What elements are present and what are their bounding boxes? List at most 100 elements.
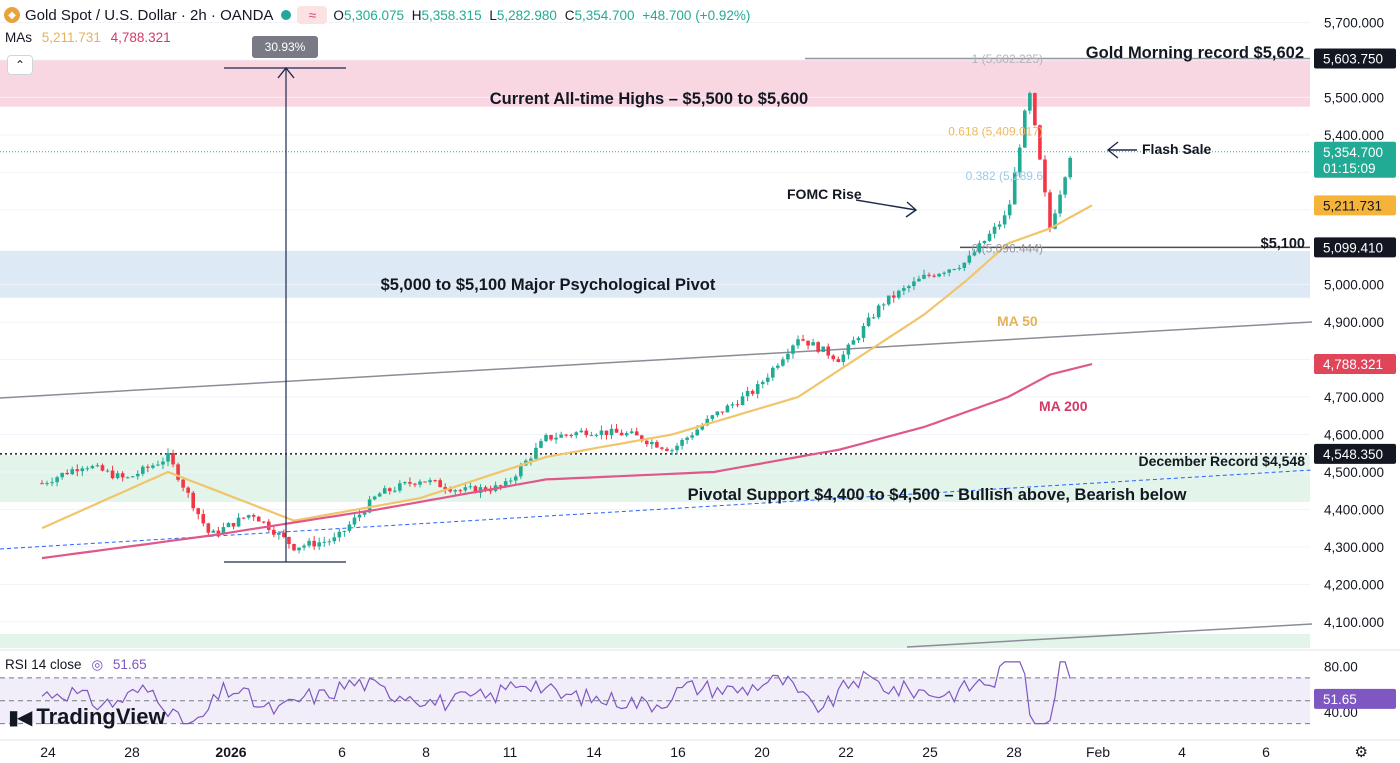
close-value: 5,354.700: [574, 7, 635, 23]
candle: [771, 367, 775, 378]
candle: [1012, 172, 1017, 205]
candle: [1023, 110, 1027, 148]
candle: [624, 433, 629, 436]
candle: [781, 359, 785, 366]
rsi-value-label: 51.65: [1323, 692, 1357, 707]
candle: [952, 269, 957, 271]
candle: [181, 479, 185, 488]
candle: [236, 517, 241, 527]
price-label: 5,099.410: [1323, 240, 1383, 255]
candle: [201, 514, 206, 524]
candle: [634, 431, 639, 436]
candle: [650, 442, 654, 445]
candle: [448, 489, 453, 492]
candle: [574, 432, 579, 436]
chevron-up-icon: ⌃: [14, 58, 26, 72]
y-tick-label: 5,400.000: [1324, 128, 1384, 143]
candle: [584, 430, 589, 436]
high-label: H: [411, 7, 422, 23]
candle: [871, 317, 876, 319]
candle: [438, 480, 442, 488]
collapse-legend-button[interactable]: ⌃: [7, 55, 33, 75]
tradingview-logo[interactable]: ▮◀ TradingView: [8, 704, 166, 730]
candle: [141, 466, 145, 474]
ma50-line: [41, 204, 1093, 530]
candle: [317, 542, 321, 547]
candle: [665, 448, 669, 451]
candle: [604, 430, 609, 436]
candle: [70, 469, 75, 475]
candle: [831, 355, 836, 360]
compare-wave-icon[interactable]: ≈: [297, 6, 328, 24]
lower-band-zone: [0, 634, 1310, 648]
candle: [1028, 93, 1032, 111]
candle: [176, 464, 180, 480]
candle: [352, 517, 357, 525]
candle: [554, 437, 558, 440]
candle: [90, 466, 95, 469]
x-tick-label: 25: [922, 744, 938, 760]
candle: [534, 447, 538, 459]
x-tick-label: 16: [670, 744, 686, 760]
candle: [1053, 213, 1057, 229]
x-tick-label: 28: [124, 744, 140, 760]
gold-symbol-icon: ◆: [4, 7, 20, 23]
candle: [135, 473, 140, 477]
candle: [841, 354, 846, 363]
candle: [902, 288, 906, 291]
candle: [589, 435, 594, 437]
flash-sale-arrow-icon: [1106, 141, 1137, 159]
support-zone-label: Pivotal Support $4,400 to $4,500 – Bulli…: [688, 486, 1187, 504]
candle: [272, 529, 276, 535]
candle: [251, 515, 256, 517]
y-tick-label: 4,200.000: [1324, 577, 1384, 592]
candle: [1058, 194, 1062, 214]
symbol-title[interactable]: Gold Spot / U.S. Dollar · 2h · OANDA: [25, 6, 274, 24]
candle: [796, 339, 800, 346]
candle: [927, 274, 931, 276]
candle: [508, 480, 513, 482]
candle: [503, 481, 508, 487]
candle: [433, 480, 437, 482]
price-label: 5,354.700: [1323, 145, 1383, 160]
ath-zone-label: Current All-time Highs – $5,500 to $5,60…: [490, 90, 809, 108]
candle: [428, 480, 432, 483]
candle: [211, 530, 216, 533]
measure-percent: 30.93%: [265, 40, 306, 54]
candle: [670, 450, 674, 452]
market-status-icon[interactable]: [281, 10, 292, 20]
countdown-label: 01:15:09: [1323, 161, 1376, 176]
candle: [1017, 147, 1022, 173]
rsi-legend[interactable]: RSI 14 close ◎ 51.65: [5, 657, 147, 673]
candle: [917, 278, 921, 282]
candle: [907, 286, 911, 289]
refresh-icon[interactable]: ◎: [91, 657, 104, 672]
x-tick-label: 22: [838, 744, 854, 760]
candle: [130, 476, 135, 478]
candle: [413, 483, 417, 485]
candle: [110, 470, 115, 479]
moving-averages-legend[interactable]: MAs 5,211.731 4,788.321: [5, 30, 171, 45]
high-value: 5,358.315: [421, 7, 482, 23]
candle: [876, 305, 881, 318]
candle: [403, 482, 407, 484]
candle: [292, 543, 296, 551]
open-value: 5,306.075: [343, 7, 404, 23]
candle: [1068, 157, 1072, 178]
candle: [55, 477, 59, 483]
candle: [45, 483, 49, 485]
y-tick-label: 4,700.000: [1324, 390, 1384, 405]
candle: [80, 468, 85, 472]
ma200-annotation: MA 200: [1039, 398, 1088, 414]
candle: [851, 340, 856, 345]
candle: [645, 440, 649, 445]
y-tick-label: 4,900.000: [1324, 315, 1384, 330]
candle: [725, 405, 730, 413]
x-tick-label: 6: [338, 744, 346, 760]
y-tick-label: 4,100.000: [1324, 615, 1384, 630]
candle: [191, 492, 195, 509]
change-value: +48.700 (+0.92%): [642, 7, 751, 23]
settings-gear-icon[interactable]: ⚙: [1354, 744, 1368, 761]
rsi-value-badge: [1314, 688, 1396, 709]
